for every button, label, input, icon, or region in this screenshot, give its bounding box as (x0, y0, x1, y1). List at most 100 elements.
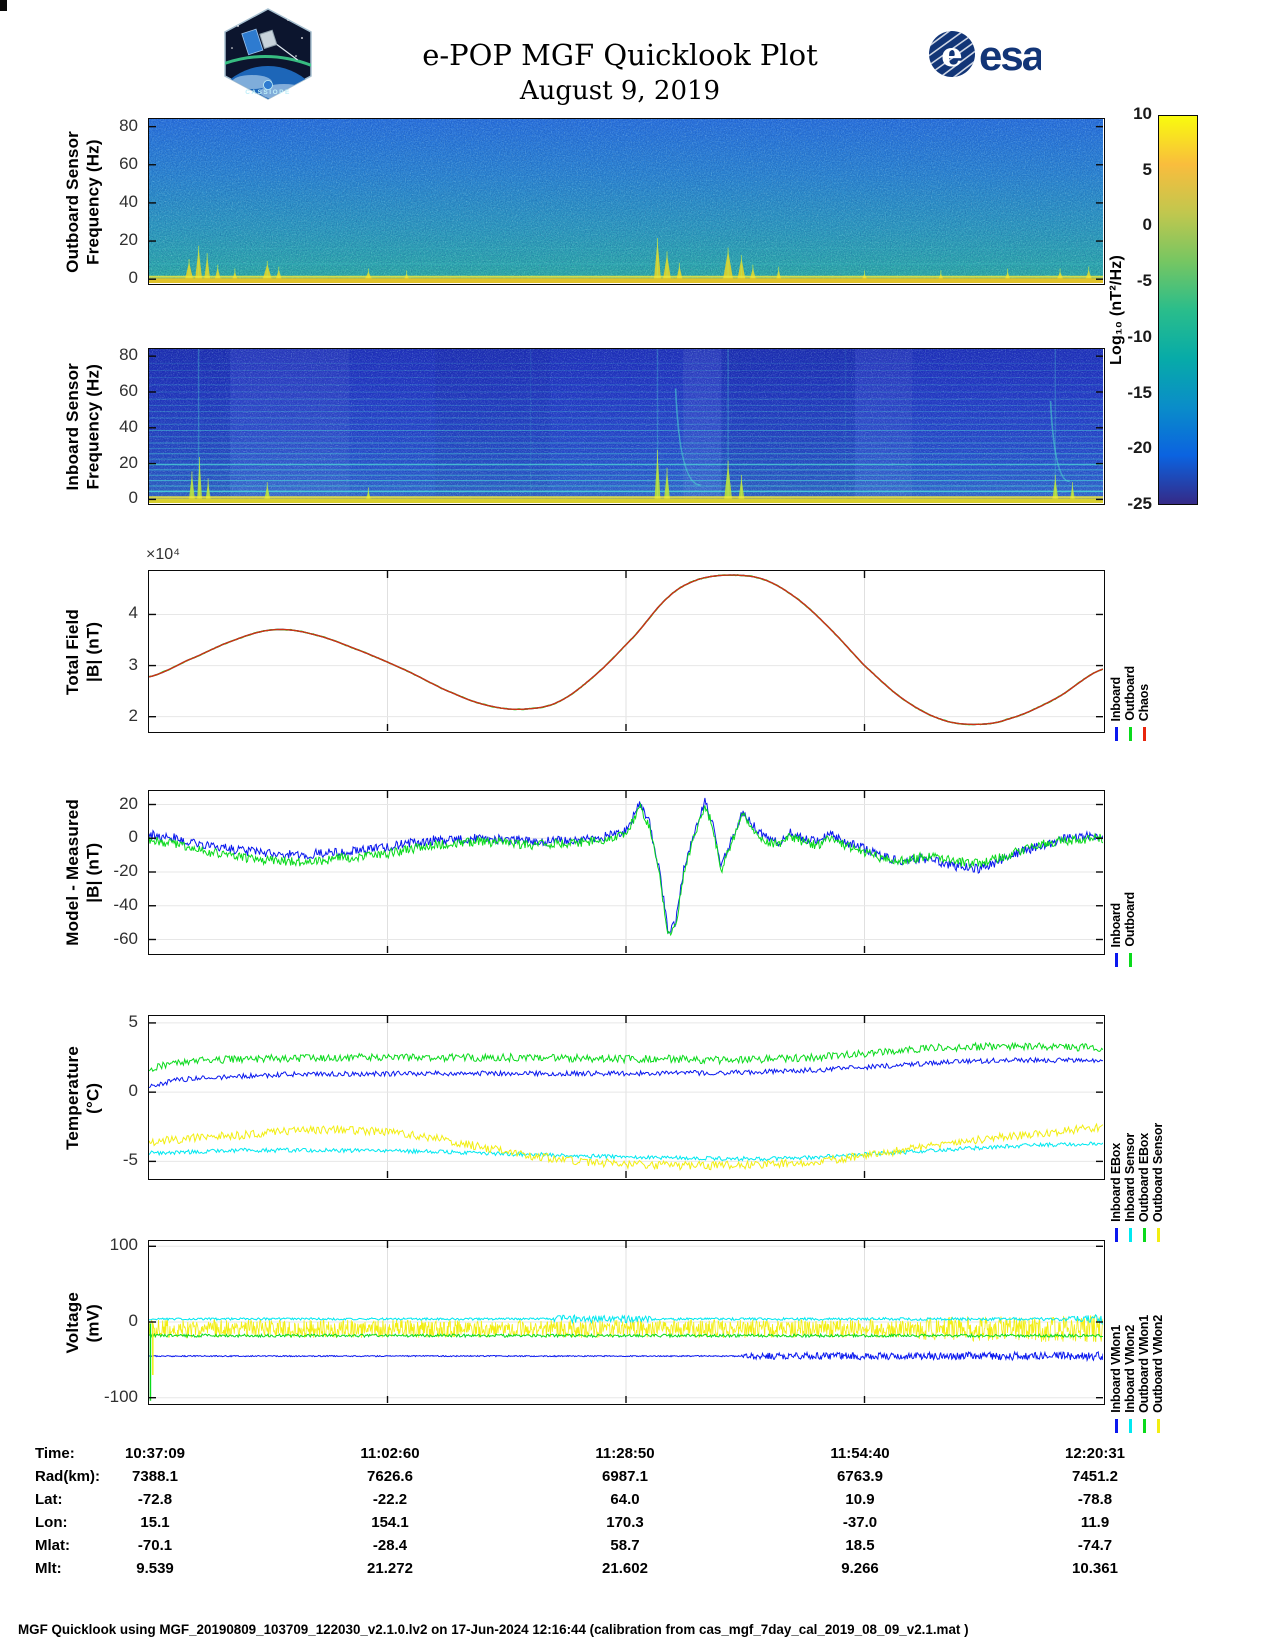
legend-entry: Inboard VMon1 (1109, 1325, 1123, 1433)
legend-entry: Inboard EBox (1109, 1143, 1123, 1242)
table-cell: 21.602 (602, 1560, 648, 1577)
table-cell: 170.3 (606, 1514, 644, 1531)
legend-entry: Inboard (1109, 677, 1123, 741)
legend-color-dash (1114, 1419, 1118, 1433)
esa-wordmark: esa (979, 32, 1041, 79)
y-tick-label: 0 (128, 488, 138, 508)
legend-label: Outboard VMon1 (1136, 1315, 1151, 1413)
plot-voltage (148, 1240, 1105, 1405)
table-cell: 9.266 (841, 1560, 879, 1577)
y-axis-exponent-label: ×10⁴ (146, 546, 181, 563)
table-cell: 11:28:50 (595, 1445, 655, 1462)
page-date: August 9, 2019 (519, 76, 721, 106)
colorbar-tick (0, 2, 7, 5)
legend-label: Inboard VMon1 (1108, 1325, 1123, 1413)
legend-entry: Inboard (1109, 903, 1123, 967)
svg-text:e: e (941, 35, 963, 75)
colorbar-tick-label: 5 (1142, 159, 1152, 179)
y-tick-label: 2 (128, 705, 138, 725)
colorbar-tick-label: -15 (1127, 382, 1152, 402)
legend-entry: Outboard Sensor (1151, 1123, 1165, 1242)
table-cell: -37.0 (842, 1514, 878, 1531)
table-row-label: Mlat: (35, 1537, 70, 1554)
y-tick-label: 100 (109, 1235, 138, 1255)
y-tick-label: -40 (113, 894, 138, 914)
legend-color-dash (1142, 727, 1146, 741)
colorbar-tick (0, 9, 7, 12)
colorbar-tick (0, 1, 7, 3)
y-tick-label: 0 (128, 268, 138, 288)
legend-voltage: Inboard VMon1 Inboard VMon2 Outboard VMon1… (1109, 1240, 1165, 1433)
table-cell: 64.0 (610, 1491, 640, 1508)
colorbar-tick-label: -25 (1127, 494, 1152, 513)
table-cell: 6763.9 (837, 1468, 883, 1485)
y-tick-label: -60 (113, 928, 138, 948)
table-row-label: Time: (35, 1445, 75, 1462)
table-cell: 21.272 (367, 1560, 413, 1577)
table-cell: 15.1 (140, 1514, 170, 1531)
legend-color-dash (1128, 1228, 1132, 1242)
plot-temperature (148, 1015, 1105, 1180)
footer-text: MGF Quicklook using MGF_20190809_103709_… (18, 1622, 969, 1637)
legend-entry: Outboard (1123, 892, 1137, 967)
legend-entry: Outboard EBox (1137, 1133, 1151, 1242)
table-cell: 11.9 (1080, 1514, 1110, 1531)
legend-entry: Chaos (1137, 684, 1151, 741)
legend-label: Inboard (1108, 676, 1123, 721)
y-tick-label: 60 (119, 380, 138, 400)
legend-entry: Inboard Sensor (1123, 1133, 1137, 1242)
legend-label: Chaos (1136, 683, 1151, 721)
colorbar-tick (0, 5, 7, 7)
legend-color-dash (1128, 727, 1132, 741)
y-tick-label: 40 (119, 416, 138, 436)
legend-label: Outboard (1122, 892, 1137, 947)
table-cell: 6987.1 (602, 1468, 648, 1485)
table-cell: 154.1 (371, 1514, 409, 1531)
legend-model-measured: Inboard Outboard (1109, 790, 1137, 967)
y-tick-label: 3 (128, 654, 138, 674)
y-tick-label: 20 (119, 793, 138, 813)
legend-color-dash (1156, 1419, 1160, 1433)
legend-color-dash (1142, 1228, 1146, 1242)
colorbar-tick-label: 0 (1142, 215, 1152, 235)
table-cell: -22.2 (372, 1491, 408, 1508)
colorbar-tick-label: -20 (1127, 438, 1152, 458)
y-tick-label: -20 (113, 861, 138, 880)
colorbar-tick-label: -5 (1136, 271, 1152, 291)
legend-temperature: Inboard EBox Inboard Sensor Outboard EBox O… (1109, 1015, 1165, 1242)
legend-label: Inboard EBox (1108, 1143, 1123, 1222)
colorbar-tick-label: 10 (1133, 104, 1152, 123)
y-tick-label: 5 (128, 1011, 138, 1031)
table-cell: 10.361 (1072, 1560, 1118, 1577)
table-cell: 11:54:40 (830, 1445, 890, 1462)
legend-label: Inboard (1108, 902, 1123, 947)
y-tick-label: 60 (119, 153, 138, 173)
table-cell: 18.5 (845, 1537, 875, 1554)
table-cell: 10:37:09 (124, 1445, 186, 1462)
y-tick-label: -100 (103, 1386, 138, 1406)
table-cell: -28.4 (372, 1537, 408, 1554)
legend-color-dash (1128, 1419, 1132, 1433)
legend-color-dash (1128, 953, 1132, 967)
y-tick-label: 80 (119, 115, 138, 135)
legend-label: Outboard Sensor (1150, 1122, 1165, 1222)
plot-spec-outboard (148, 118, 1105, 285)
table-cell: 11:02:60 (360, 1445, 420, 1462)
plot-spec-inboard (148, 348, 1105, 505)
plot-total-field (148, 570, 1105, 733)
annotations-container: 0 20 40 60 80 0 20 40 60 80 2 3 4 Inboard Outboard Chao… (0, 0, 1275, 1577)
table-cell: -72.8 (137, 1491, 173, 1508)
legend-color-dash (1114, 953, 1118, 967)
legend-label: Outboard VMon2 (1150, 1315, 1165, 1413)
table-cell: 12:20:31 (1064, 1445, 1126, 1462)
cassiope-mission-patch: CASSIOPE (218, 8, 318, 100)
y-tick-label: 40 (119, 191, 138, 211)
table-cell: 10.9 (845, 1491, 875, 1508)
y-tick-label: -5 (122, 1150, 138, 1170)
legend-entry: Outboard (1123, 666, 1137, 741)
y-tick-label: 20 (119, 230, 138, 250)
legend-color-dash (1142, 1419, 1146, 1433)
table-cell: 58.7 (610, 1537, 640, 1554)
table-row-label: Lon: (35, 1514, 68, 1531)
legend-label: Outboard EBox (1136, 1132, 1151, 1222)
